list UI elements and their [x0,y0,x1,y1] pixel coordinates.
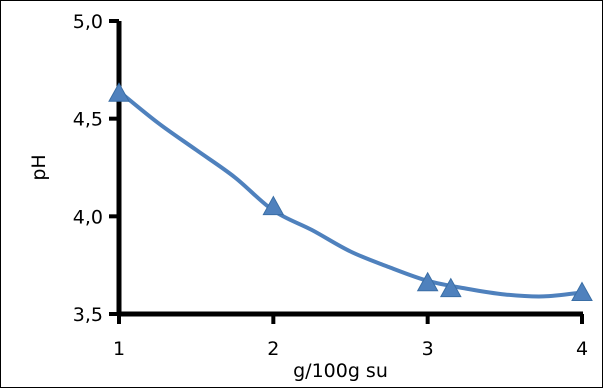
data-point-triangle [571,281,593,302]
x-tick-label: 1 [113,338,125,360]
x-tick-label: 4 [576,338,588,360]
y-tick-label: 3,5 [73,304,103,326]
trendline [117,89,584,299]
axes-layer [109,19,584,324]
y-tick-label: 5,0 [73,11,103,33]
data-point-triangle [439,277,462,298]
x-axis-title: g/100g su [293,360,388,382]
data-point-triangle [416,271,439,292]
trendline-layer [117,89,584,299]
data-point-triangle [262,195,285,216]
data-point-triangle [108,82,130,102]
y-tick-label: 4,0 [73,206,103,228]
x-tick-label: 3 [422,338,434,360]
data-points-layer [108,82,593,302]
y-tick-label: 4,5 [73,109,103,131]
labels-layer: 3,5 4,0 4,5 5,0 1 2 3 4 g/100g su pH [28,11,588,382]
y-axis-title: pH [28,154,50,180]
x-tick-label: 2 [267,338,279,360]
